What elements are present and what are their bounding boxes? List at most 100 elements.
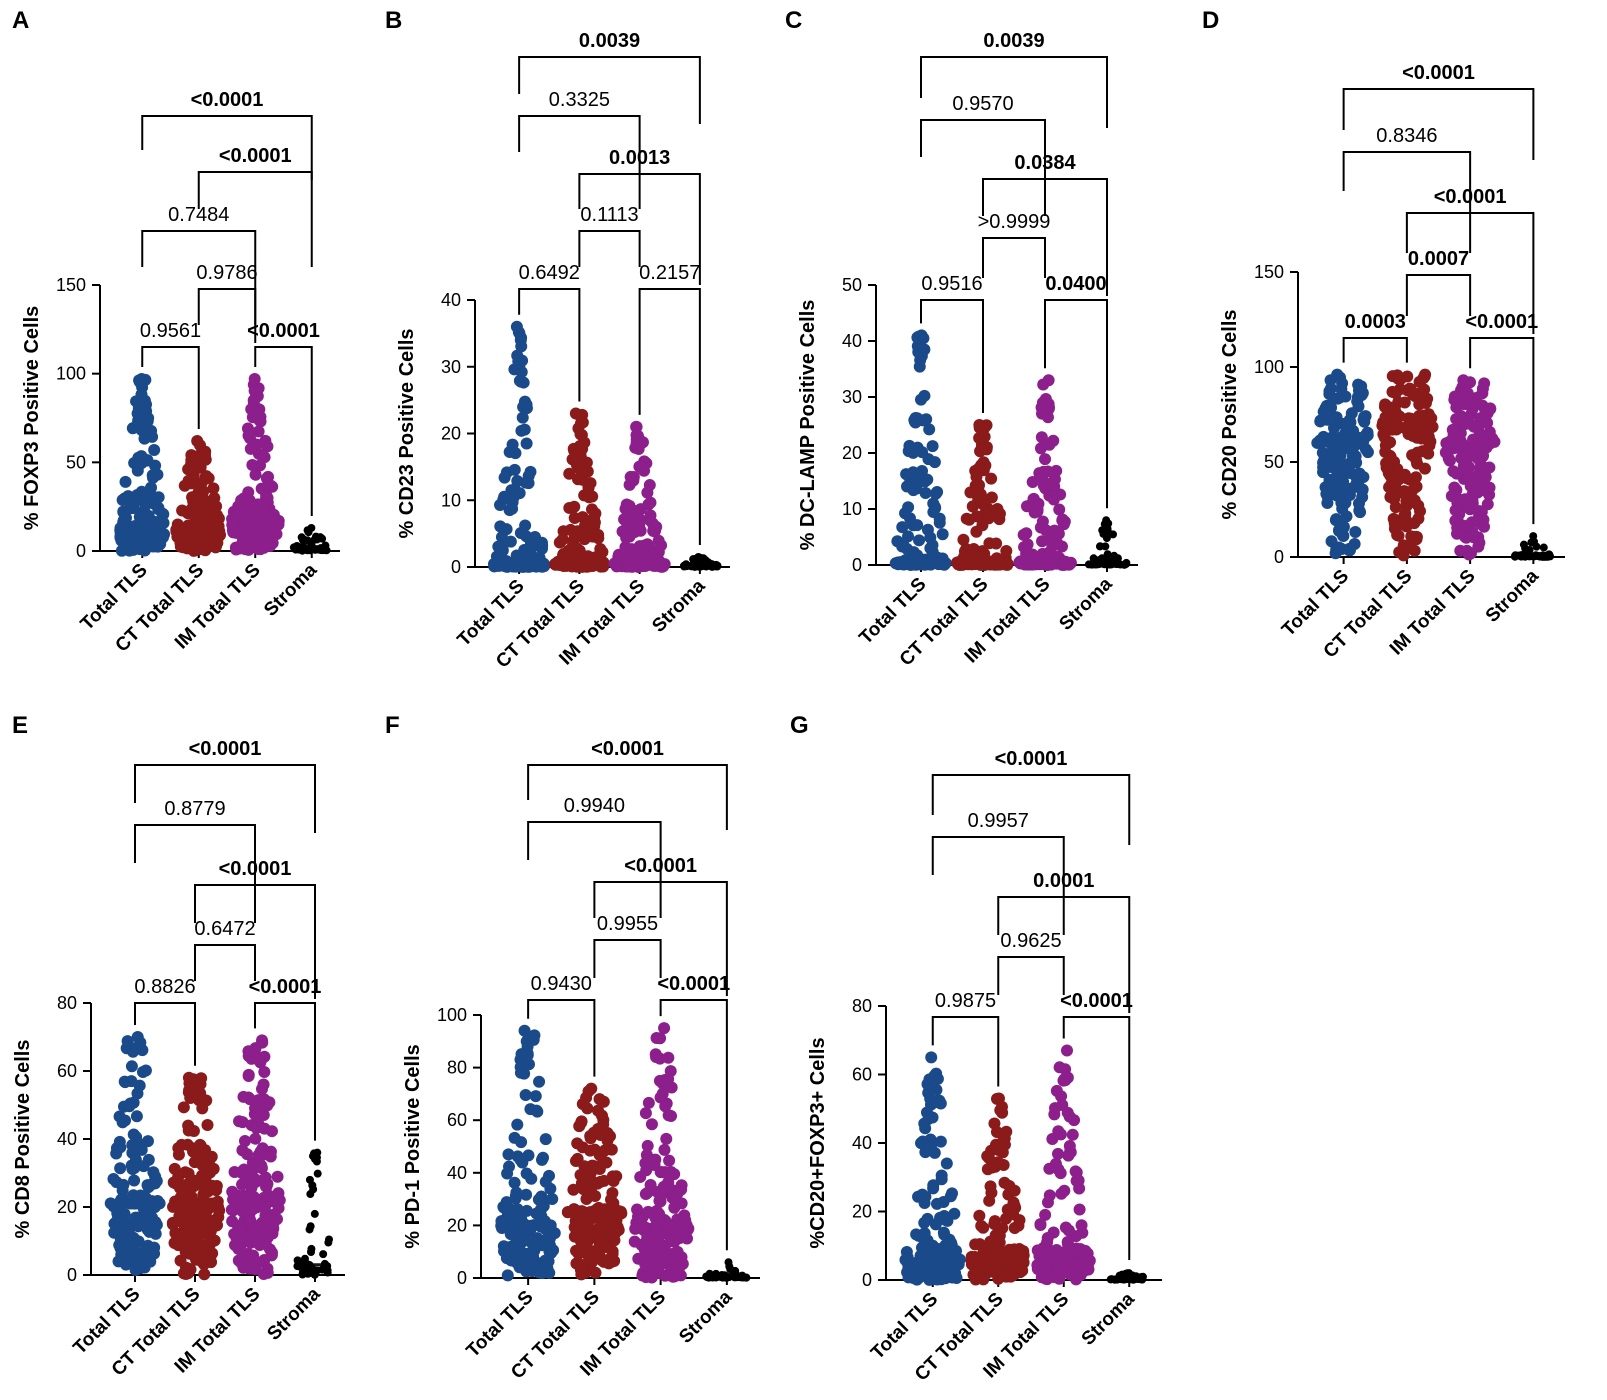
data-point: [1475, 505, 1488, 518]
data-point: [1448, 437, 1461, 450]
data-point: [244, 525, 257, 538]
p-value-label: <0.0001: [219, 858, 292, 880]
data-point: [1461, 452, 1474, 465]
data-point: [252, 1148, 265, 1161]
data-point: [901, 480, 914, 493]
data-point: [235, 1257, 248, 1270]
data-point: [601, 1127, 614, 1140]
data-point: [1459, 416, 1472, 429]
data-point: [592, 1104, 605, 1117]
data-point: [1331, 541, 1344, 554]
data-point: [258, 1122, 271, 1135]
comparison-bracket: [931, 774, 1131, 845]
p-value-label: 0.9875: [935, 990, 996, 1012]
data-point: [633, 460, 646, 473]
data-point: [663, 1154, 676, 1167]
data-point: [641, 1232, 654, 1245]
comparison-bracket: [931, 836, 1065, 935]
data-point: [180, 1223, 193, 1236]
comparison-bracket: [1342, 337, 1408, 363]
data-point: [261, 440, 274, 453]
data-point: [139, 1244, 152, 1257]
data-point: [1406, 449, 1419, 462]
data-point: [660, 1132, 673, 1145]
data-point: [122, 1224, 135, 1237]
data-point: [1120, 560, 1129, 569]
data-point: [632, 551, 645, 564]
data-point: [193, 539, 206, 552]
y-tick-label: 100: [56, 364, 86, 384]
data-point: [1529, 532, 1538, 541]
comparison-bracket: [1062, 1016, 1131, 1260]
comparison-bracket: [194, 884, 316, 999]
y-tick-label: 60: [57, 1061, 77, 1081]
data-point: [925, 1141, 938, 1154]
y-tick-label: 10: [842, 499, 862, 519]
data-point: [114, 1162, 127, 1175]
data-point: [244, 442, 257, 455]
comparison-bracket: [197, 288, 257, 325]
data-point: [569, 407, 582, 420]
data-point: [307, 1244, 316, 1253]
data-point: [660, 1186, 673, 1199]
y-axis-label: % DC-LAMP Positive Cells: [797, 300, 819, 551]
data-point: [237, 1090, 250, 1103]
data-point: [1450, 412, 1463, 425]
data-point: [242, 486, 255, 499]
p-value-label: 0.3325: [549, 89, 610, 111]
data-point: [203, 1238, 216, 1251]
data-point: [525, 1172, 538, 1185]
p-value-label: 0.9570: [952, 93, 1013, 115]
data-point: [257, 1078, 270, 1091]
data-point: [654, 1195, 667, 1208]
comparison-bracket: [920, 299, 984, 413]
y-tick-label: 0: [862, 1270, 872, 1290]
data-point: [254, 415, 267, 428]
data-point: [1450, 467, 1463, 480]
data-point: [664, 1065, 677, 1078]
data-point: [934, 1135, 947, 1148]
p-value-label: 0.2157: [639, 262, 700, 284]
comparison-bracket: [997, 896, 1131, 1013]
data-point: [114, 1242, 127, 1255]
panel-label: D: [1202, 7, 1219, 34]
comparison-bracket: [518, 115, 641, 209]
data-point: [978, 430, 991, 443]
y-tick-label: 80: [57, 993, 77, 1013]
comparison-bracket: [997, 956, 1065, 995]
data-point: [125, 1060, 138, 1073]
data-point: [1408, 544, 1421, 557]
data-point: [654, 1091, 667, 1104]
comparison-bracket: [920, 56, 1108, 128]
data-point: [591, 1228, 604, 1241]
data-point: [920, 1250, 933, 1263]
data-point: [1410, 533, 1423, 546]
data-point: [131, 1087, 144, 1100]
data-point: [631, 1203, 644, 1216]
data-point: [1349, 525, 1362, 538]
y-tick-label: 40: [852, 1133, 872, 1153]
data-point: [1061, 1235, 1074, 1248]
data-point: [919, 486, 932, 499]
data-point: [514, 1066, 527, 1079]
comparison-bracket: [982, 237, 1046, 278]
data-point: [1110, 551, 1119, 560]
data-point: [256, 1034, 269, 1047]
data-point: [1317, 454, 1330, 467]
data-point: [1320, 410, 1333, 423]
data-point: [508, 463, 521, 476]
y-tick-label: 20: [57, 1197, 77, 1217]
data-point: [184, 539, 197, 552]
data-point: [588, 516, 601, 529]
data-point: [1070, 1174, 1083, 1187]
data-point: [1102, 516, 1111, 525]
data-point: [572, 550, 585, 563]
data-point: [1017, 528, 1030, 541]
data-point: [521, 1256, 534, 1269]
data-point: [1386, 403, 1399, 416]
data-point: [204, 537, 217, 550]
data-point: [198, 1268, 211, 1281]
data-point: [911, 519, 924, 532]
data-point: [535, 536, 548, 549]
